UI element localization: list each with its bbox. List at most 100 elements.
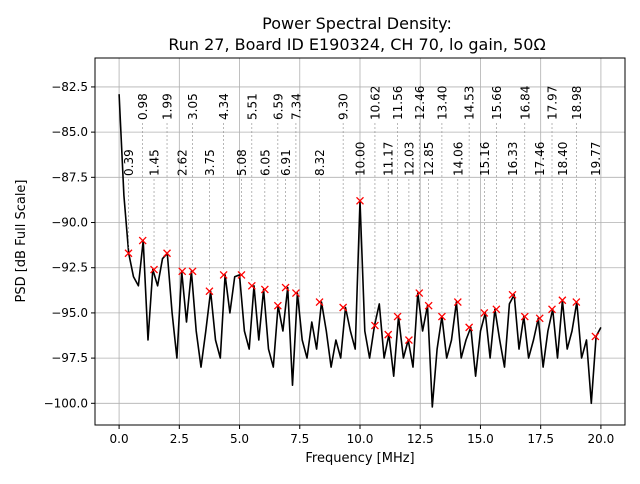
peak-marker (370, 321, 379, 330)
peak-marker (415, 289, 424, 297)
peak-marker (150, 265, 158, 274)
peak-label: 5.51 (245, 93, 259, 120)
x-marker-stroke (163, 249, 171, 258)
x-marker-stroke (150, 265, 158, 274)
peak-marker (404, 336, 413, 344)
x-marker-stroke (393, 312, 402, 321)
peak-marker (480, 308, 489, 317)
x-marker-stroke (480, 308, 489, 317)
x-marker-stroke (260, 285, 269, 294)
y-tick-label: −100.0 (44, 396, 88, 410)
peak-label: 8.32 (313, 149, 327, 176)
peak-label: 7.34 (289, 93, 303, 120)
x-marker-stroke (205, 287, 214, 296)
x-tick-label: 17.5 (527, 432, 554, 446)
y-tick-label: −92.5 (51, 261, 88, 275)
x-marker-stroke (356, 196, 364, 205)
peak-label: 12.85 (422, 142, 436, 176)
x-tick-label: 0.0 (110, 432, 129, 446)
y-tick-label: −97.5 (51, 351, 88, 365)
peak-marker (237, 270, 246, 279)
x-marker-stroke (492, 305, 501, 314)
peak-marker (281, 283, 290, 292)
x-marker-stroke (404, 336, 413, 344)
peak-marker (178, 267, 187, 276)
y-tick-label: −82.5 (51, 80, 88, 94)
x-marker-stroke (281, 283, 290, 292)
x-marker-stroke (124, 249, 133, 258)
peak-label: 6.59 (271, 93, 285, 120)
x-marker-stroke (384, 330, 393, 339)
peak-marker (424, 301, 433, 310)
x-marker-stroke (508, 290, 517, 299)
peak-marker (465, 323, 474, 332)
peak-marker (384, 330, 393, 339)
peak-label: 17.97 (546, 86, 560, 120)
peak-marker (558, 296, 567, 305)
peak-label: 17.46 (533, 142, 547, 176)
peak-marker (437, 312, 446, 321)
x-marker-stroke (437, 312, 446, 321)
peak-label: 2.62 (176, 149, 190, 176)
x-marker-stroke (273, 301, 282, 310)
x-axis-label: Frequency [MHz] (305, 451, 414, 466)
peak-marker (291, 289, 300, 297)
x-marker-stroke (138, 236, 147, 245)
peak-label: 18.40 (556, 142, 570, 176)
peak-label: 15.16 (478, 142, 492, 176)
peak-label: 12.46 (413, 86, 427, 120)
x-marker-stroke (591, 332, 600, 341)
x-marker-stroke (247, 281, 256, 290)
peak-label: 14.53 (463, 86, 477, 120)
peak-label: 16.84 (518, 86, 532, 120)
peak-marker (315, 298, 324, 307)
peak-label: 9.30 (337, 93, 351, 120)
peak-label: 16.33 (506, 142, 520, 176)
peak-label: 10.62 (368, 86, 382, 120)
peak-marker (124, 249, 133, 258)
peak-marker (453, 298, 462, 307)
peak-label: 1.99 (161, 93, 175, 120)
x-tick-label: 15.0 (467, 432, 494, 446)
peak-label: 12.03 (402, 142, 416, 176)
peak-label: 0.98 (136, 93, 150, 120)
peak-marker (260, 285, 269, 294)
x-marker-stroke (465, 323, 474, 332)
y-axis-label: PSD [dB Full Scale] (14, 179, 29, 302)
x-marker-stroke (219, 270, 228, 279)
peak-label: 15.66 (490, 86, 504, 120)
peak-marker (508, 290, 517, 299)
peak-marker (572, 298, 581, 307)
x-marker-stroke (520, 312, 529, 321)
x-tick-label: 2.5 (170, 432, 189, 446)
peak-label: 0.39 (122, 149, 136, 176)
peak-marker (188, 267, 197, 276)
chart-title: Power Spectral Density: (262, 14, 452, 33)
peak-label: 4.34 (217, 93, 231, 120)
peak-marker (548, 305, 556, 314)
chart-subtitle: Run 27, Board ID E190324, CH 70, lo gain… (168, 35, 545, 54)
peak-marker (591, 332, 600, 341)
peak-marker (163, 249, 171, 258)
x-marker-stroke (424, 301, 433, 310)
peak-label: 14.06 (451, 142, 465, 176)
peak-marker (205, 287, 214, 296)
x-marker-stroke (548, 305, 556, 314)
peak-label: 13.40 (435, 86, 449, 120)
x-marker-stroke (339, 303, 348, 312)
x-tick-label: 5.0 (230, 432, 249, 446)
peak-label: 11.56 (391, 86, 405, 120)
peak-marker (356, 196, 364, 205)
peak-label: 19.77 (589, 142, 603, 176)
x-marker-stroke (572, 298, 581, 307)
peak-marker (247, 281, 256, 290)
x-marker-stroke (558, 296, 567, 305)
x-marker-stroke (453, 298, 462, 307)
y-tick-label: −87.5 (51, 170, 88, 184)
peak-marker (138, 236, 147, 245)
x-marker-stroke (315, 298, 324, 307)
peak-marker (219, 270, 228, 279)
x-tick-label: 7.5 (290, 432, 309, 446)
x-marker-stroke (188, 267, 197, 276)
y-tick-label: −90.0 (51, 216, 88, 230)
